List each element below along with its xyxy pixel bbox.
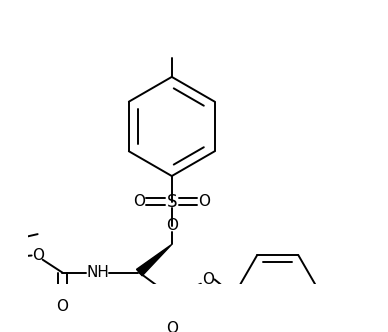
Text: O: O — [166, 218, 178, 233]
Text: S: S — [166, 193, 177, 211]
Text: O: O — [198, 194, 210, 209]
Text: NH: NH — [87, 265, 110, 280]
Text: O: O — [33, 248, 45, 263]
Text: O: O — [202, 272, 214, 287]
Text: O: O — [56, 299, 68, 314]
Text: O: O — [166, 321, 178, 332]
Polygon shape — [137, 244, 172, 276]
Text: O: O — [133, 194, 146, 209]
